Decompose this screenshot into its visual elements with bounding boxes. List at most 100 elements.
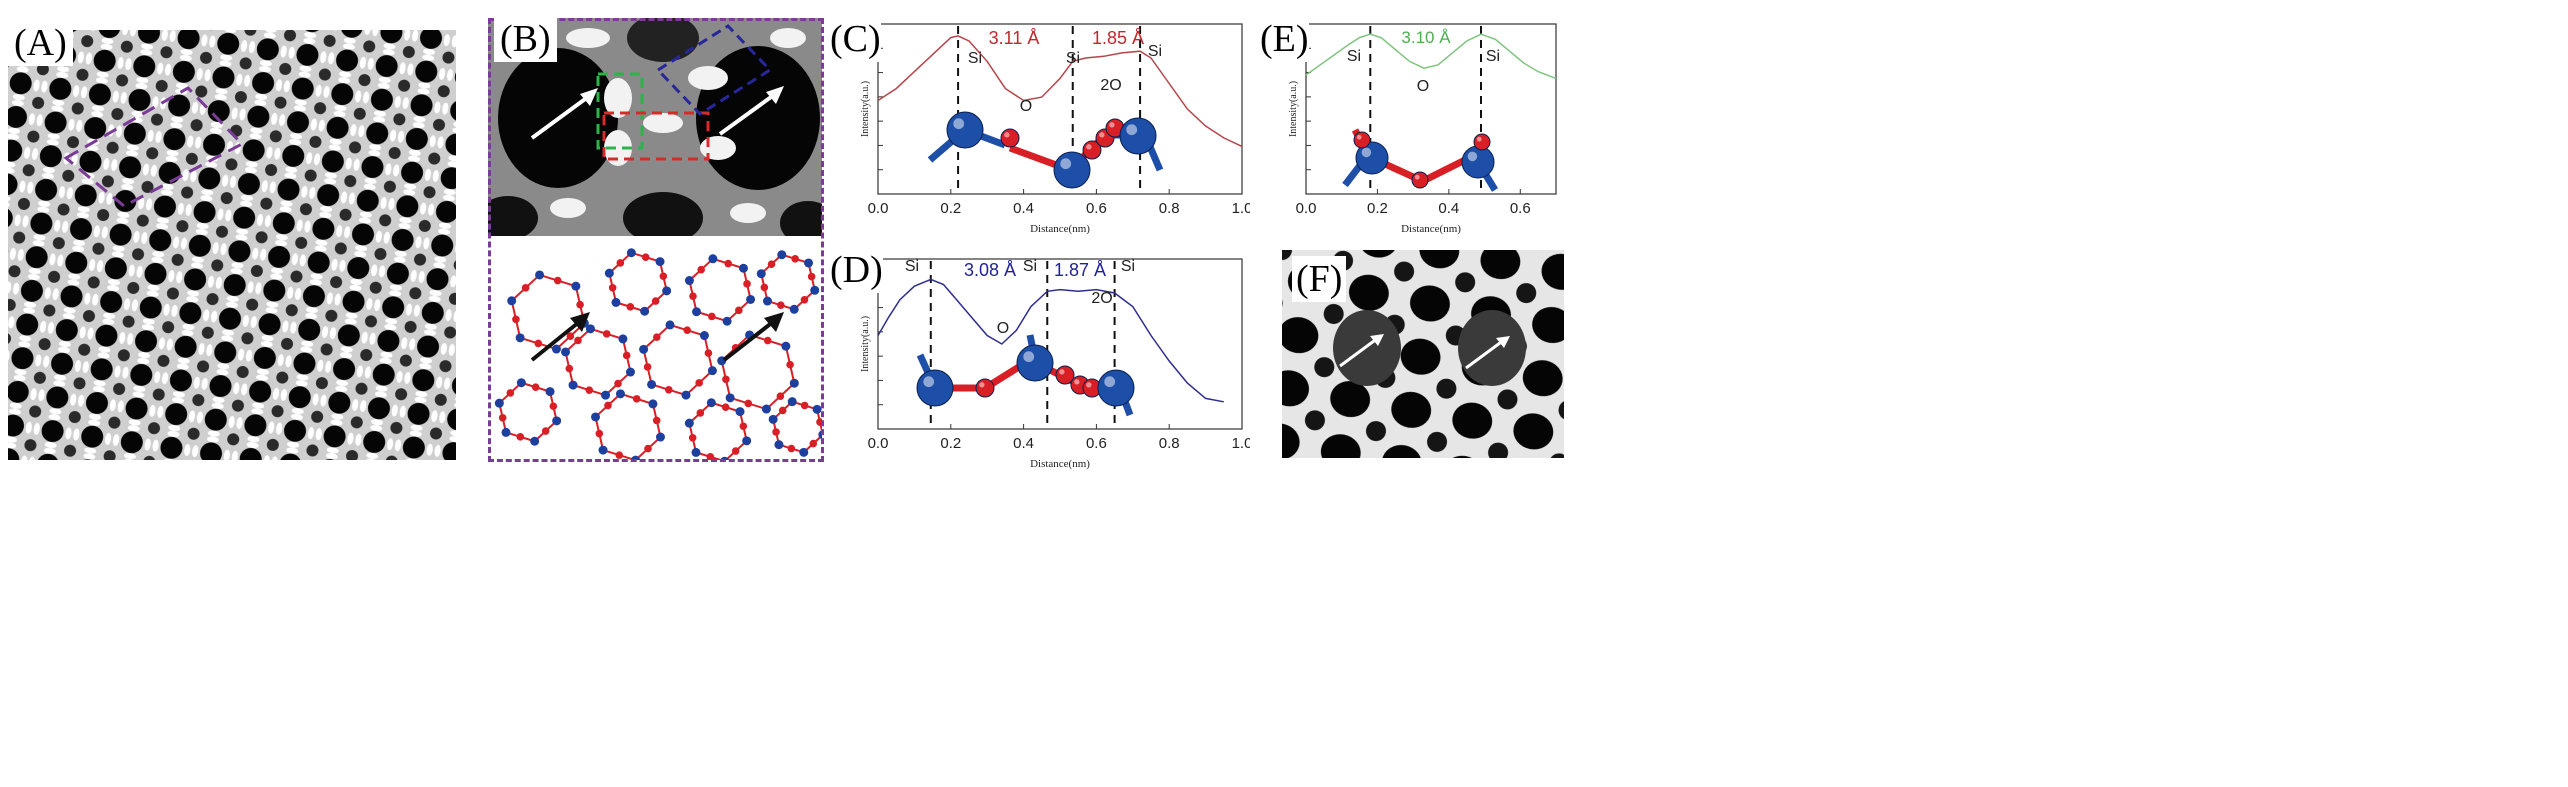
o-atom (566, 332, 575, 340)
o-atom (641, 253, 650, 261)
2o-label: 2O (1091, 290, 1112, 307)
si-atom (706, 398, 716, 408)
o-label: O (997, 320, 1009, 337)
si-atom (735, 407, 745, 417)
si-atom (699, 331, 709, 341)
si-atom (591, 412, 601, 422)
si-atom (665, 320, 675, 330)
intensity-profile-line (877, 278, 1224, 403)
si-atom (799, 447, 809, 457)
panel-c: 0.0 0.2 0.4 0.6 0.8 1.0 Distance(nm) Intensity(… (830, 10, 1252, 235)
x-tick-label: 0.0 (868, 200, 889, 217)
red-box (602, 111, 710, 161)
panel-d: 0.0 0.2 0.4 0.6 0.8 1.0 Distance(nm) Intensity(… (830, 245, 1252, 470)
panel-d-label: (D) (830, 247, 883, 293)
distance-label: 1.87 Å (1054, 260, 1106, 280)
intensity-profile-line (877, 35, 1243, 148)
si-atom (507, 296, 517, 306)
panel-b-zoom-image (488, 18, 822, 236)
o-atom (744, 399, 753, 408)
panel-d-chart: 0.0 0.2 0.4 0.6 0.8 1.0 Distance(nm) Intensity(… (860, 258, 1252, 470)
o-atom (731, 447, 740, 455)
si-atom (789, 304, 799, 314)
o-atom (704, 349, 713, 357)
si-atom (946, 111, 984, 149)
si-atom (707, 366, 717, 376)
si-atom (662, 286, 672, 296)
x-axis-label: Distance(nm) (1030, 458, 1090, 470)
o-atom (531, 383, 540, 391)
si-atom (552, 416, 562, 426)
si-atom (1119, 117, 1157, 155)
si-atom (530, 436, 540, 446)
o-atom (800, 295, 809, 304)
o-atom (688, 433, 697, 442)
si-atom (601, 390, 611, 400)
si-atom (1053, 151, 1091, 189)
si-atom (655, 432, 665, 442)
si-atom (585, 324, 595, 334)
x-tick-label: 0.8 (1159, 435, 1180, 452)
o-atom (516, 433, 525, 441)
o-atom (1411, 171, 1429, 189)
si-atom (551, 344, 561, 354)
x-tick-label: 0.6 (1510, 200, 1531, 217)
si-atom (756, 269, 766, 279)
si-atom (742, 436, 752, 446)
panel-a-micrograph (8, 30, 456, 460)
o-atom (975, 378, 995, 398)
o-atom (722, 375, 730, 384)
si-atom (692, 307, 702, 317)
si-atom (501, 427, 511, 437)
si-atom (684, 418, 694, 428)
x-tick-label: 0.0 (868, 435, 889, 452)
panel-c-label: (C) (830, 16, 881, 62)
x-axis-label: Distance(nm) (1401, 223, 1461, 235)
lattice-image (8, 30, 456, 460)
panel-b: (B) (488, 16, 824, 462)
o-atom (644, 444, 652, 453)
o-atom (721, 403, 730, 411)
panel-e: 0.0 0.2 0.4 0.6 Distance(nm) Intensity(a.u.) 3… (1260, 10, 1560, 235)
si-atom (647, 379, 657, 389)
panel-e-label: (E) (1260, 16, 1309, 62)
o-label: O (1020, 98, 1032, 115)
o-atom (664, 385, 673, 394)
panel-e-chart: 0.0 0.2 0.4 0.6 Distance(nm) Intensity(a.u.) 3… (1288, 23, 1557, 235)
si-atom (812, 404, 822, 414)
si-label: Si (1121, 258, 1135, 275)
y-axis-label: Intensity(a.u.) (860, 81, 871, 137)
si-atom (746, 294, 756, 304)
si-atom (545, 387, 555, 397)
si-label: Si (905, 258, 919, 275)
o-atom (697, 265, 705, 274)
o-atom (767, 260, 776, 269)
si-atom (515, 333, 525, 343)
si-atom (516, 378, 526, 388)
x-tick-label: 0.2 (940, 435, 961, 452)
si-atom (640, 306, 650, 316)
o-atom (1473, 133, 1491, 151)
panel-b-atomic-model (488, 242, 822, 460)
si-atom (781, 341, 791, 351)
x-tick-label: 1.0 (1232, 200, 1250, 217)
si-atom (571, 281, 581, 291)
si-atom (655, 257, 665, 267)
arrow-left (1339, 336, 1379, 368)
o-atom (549, 402, 558, 411)
o-atom (706, 453, 715, 460)
panel-b-frame (488, 18, 824, 462)
panel-f-label: (F) (1292, 256, 1347, 302)
o-atom (1000, 128, 1020, 148)
o-atom (807, 272, 816, 281)
si-atom (626, 248, 636, 258)
si-atom (681, 390, 691, 400)
si-atom (804, 258, 814, 268)
x-axis-label: Distance(nm) (1030, 223, 1090, 235)
panel-f: (F) (1282, 250, 1564, 458)
o-atom (643, 363, 652, 371)
o-atom (652, 416, 661, 425)
si-atom (1097, 369, 1135, 407)
o-atom (626, 303, 635, 311)
o-atom (743, 280, 751, 288)
